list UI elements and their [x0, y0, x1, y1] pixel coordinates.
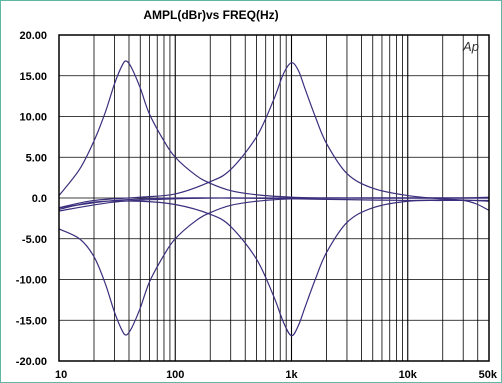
x-tick-label: 50k	[479, 369, 498, 381]
chart-title: AMPL(dBr)vs FREQ(Hz)	[143, 8, 278, 22]
plot-area	[58, 60, 490, 337]
y-tick-label: 15.00	[19, 71, 47, 83]
x-tick-label: 100	[166, 369, 184, 381]
series-line-3	[58, 62, 490, 209]
x-tick-labels: 10 100 1k 10k 50k	[55, 369, 498, 381]
y-tick-label: 20.00	[19, 30, 47, 42]
plot-border	[58, 34, 490, 362]
y-tick-labels: 20.00 15.00 10.00 5.00 0.0 -5.00 -10.00 -15.00 -…	[16, 30, 47, 368]
x-tick-label: 10	[55, 369, 67, 381]
y-tick-label: 10.00	[19, 112, 47, 124]
y-tick-label: 5.00	[26, 152, 47, 164]
y-tick-label: -10.00	[16, 275, 47, 287]
x-tick-label: 10k	[399, 369, 418, 381]
y-tick-label: -20.00	[16, 356, 47, 368]
series-line-1	[58, 60, 489, 199]
watermark: Ap	[462, 39, 479, 54]
y-tick-label: 0.0	[32, 193, 47, 205]
series-line-5	[58, 196, 490, 212]
series-line-2	[58, 197, 489, 336]
x-tick-label: 1k	[285, 369, 298, 381]
series-line-4	[58, 199, 490, 337]
y-tick-label: -5.00	[22, 234, 47, 246]
series-line-6	[58, 197, 490, 211]
y-tick-label: -15.00	[16, 315, 47, 327]
